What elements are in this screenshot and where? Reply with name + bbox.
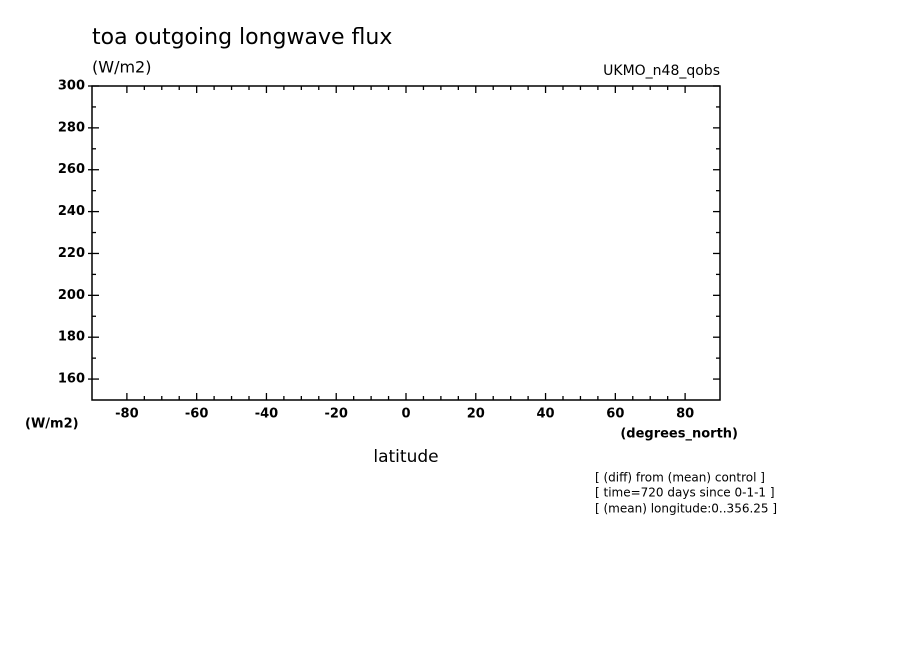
y-axis-label: (W/m2) xyxy=(25,417,79,432)
annotation: [ (diff) from (mean) control ] xyxy=(595,471,765,485)
x-tick-label: 60 xyxy=(606,407,624,422)
annotation: [ time=720 days since 0-1-1 ] xyxy=(595,486,775,500)
y-tick-label: 300 xyxy=(58,79,85,94)
x-tick-label: -20 xyxy=(324,407,348,422)
x-tick-label: -60 xyxy=(185,407,209,422)
chart-title: toa outgoing longwave flux xyxy=(92,25,392,50)
x-tick-label: 20 xyxy=(467,407,485,422)
x-tick-label: 40 xyxy=(537,407,555,422)
x-units: (degrees_north) xyxy=(620,427,738,442)
y-tick-label: 180 xyxy=(58,330,85,345)
y-tick-label: 240 xyxy=(58,204,85,219)
x-tick-label: -80 xyxy=(115,407,139,422)
subtitle: UKMO_n48_qobs xyxy=(603,63,720,79)
x-axis-label: latitude xyxy=(373,447,438,467)
y-units: (W/m2) xyxy=(92,58,151,77)
annotation: [ (mean) longitude:0..356.25 ] xyxy=(595,502,777,516)
x-tick-label: 0 xyxy=(401,407,410,422)
y-tick-label: 260 xyxy=(58,162,85,177)
plot-frame xyxy=(91,85,721,401)
y-tick-label: 220 xyxy=(58,246,85,261)
x-tick-label: -40 xyxy=(255,407,279,422)
y-tick-label: 160 xyxy=(58,372,85,387)
y-tick-label: 280 xyxy=(58,120,85,135)
x-tick-label: 80 xyxy=(676,407,694,422)
y-tick-label: 200 xyxy=(58,288,85,303)
